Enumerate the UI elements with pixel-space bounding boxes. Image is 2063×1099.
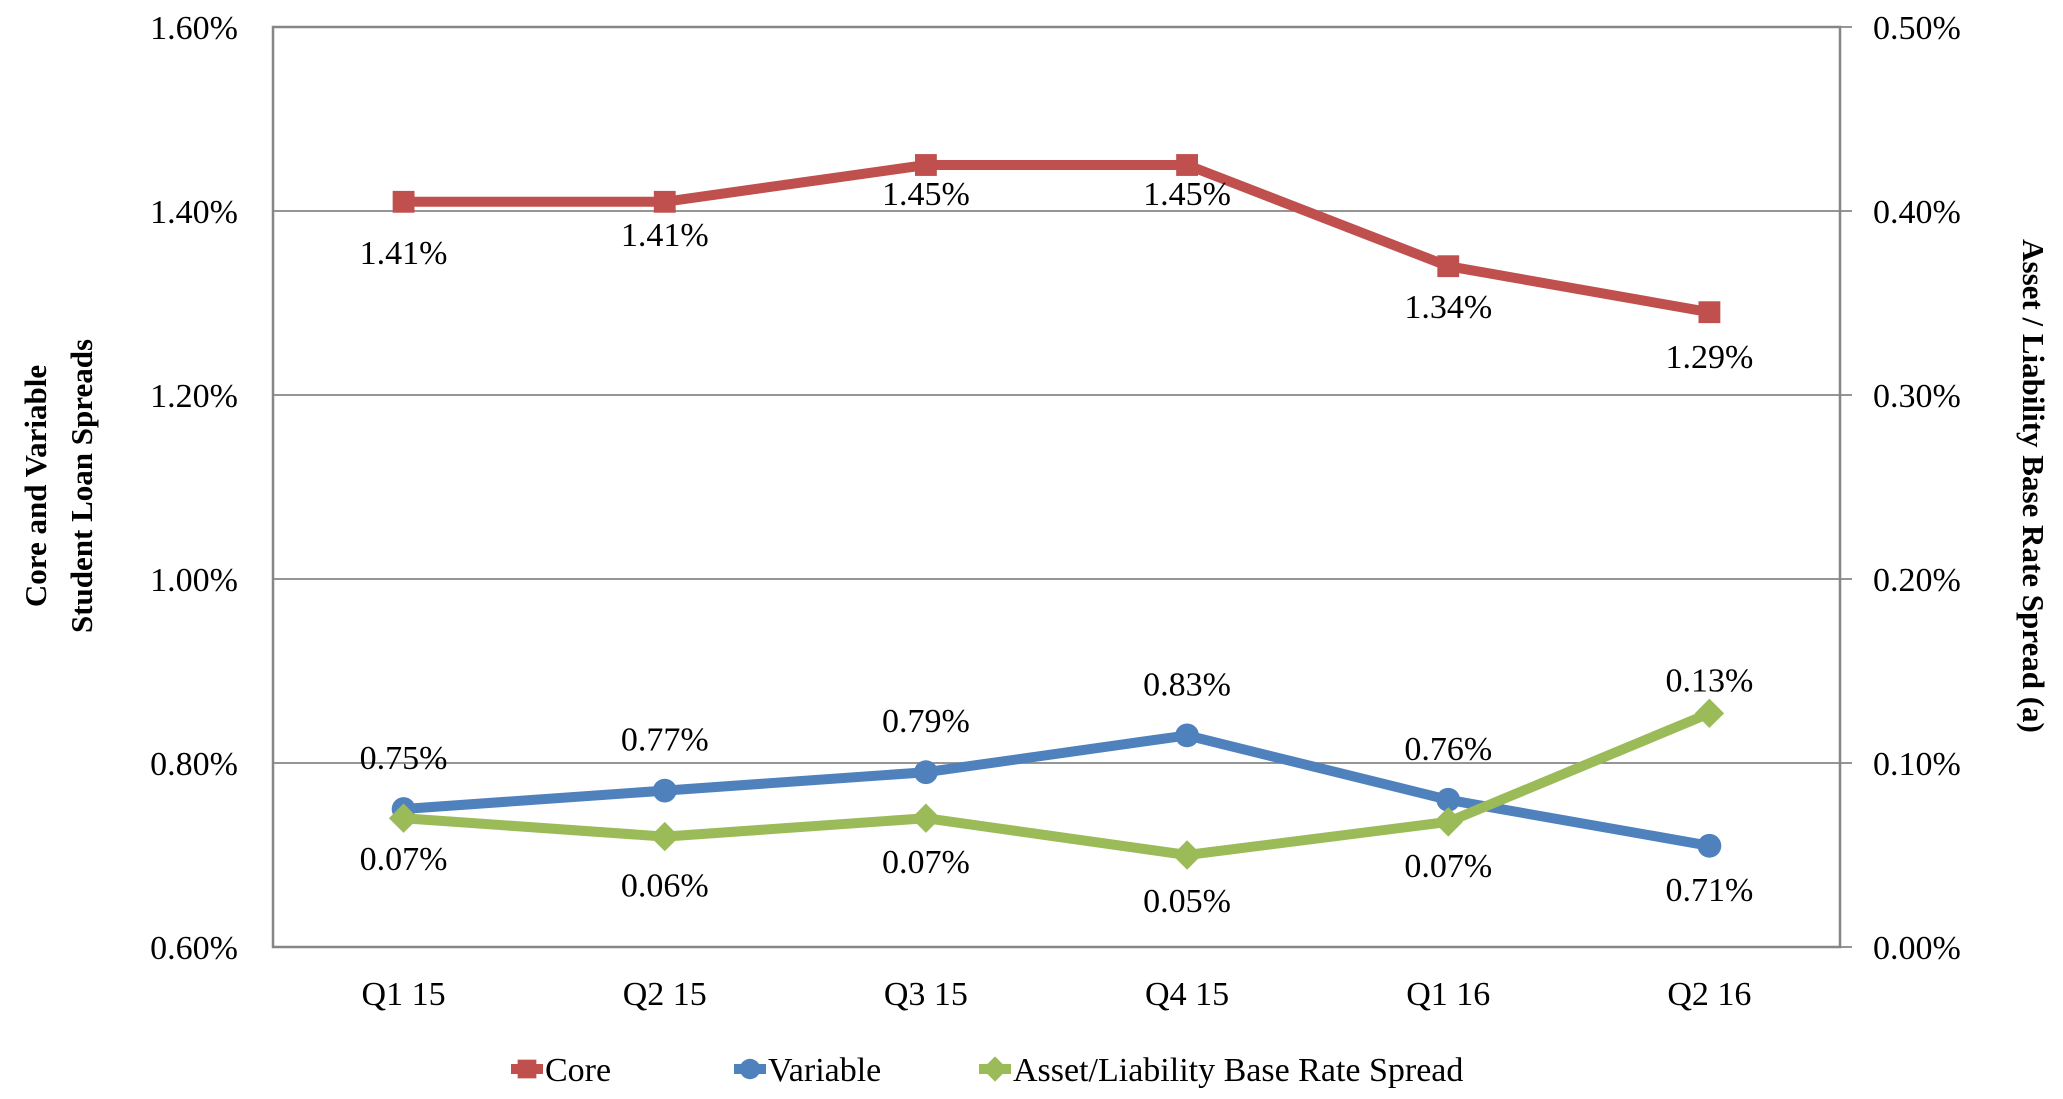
series-line (403, 708, 1712, 860)
data-point-marker (652, 778, 677, 803)
right-axis-tick-label: 0.40% (1873, 194, 1961, 231)
left-axis-title-line-2: Student Loan Spreads (64, 339, 99, 633)
data-point-marker (1697, 833, 1722, 858)
data-point-marker (653, 190, 676, 213)
data-point-marker (1175, 723, 1199, 748)
data-label: 0.83% (1143, 666, 1231, 703)
square-marker-icon (517, 1059, 537, 1079)
data-point-marker (1176, 154, 1199, 176)
legend-label: Variable (768, 1052, 881, 1089)
data-label: 0.75% (360, 740, 448, 777)
right-axis-tick-label: 0.50% (1873, 10, 1961, 47)
series-layer (388, 154, 1725, 870)
right-axis-title: Asset / Liability Base Rate Spread (a) (2016, 239, 2051, 733)
data-point-marker (1436, 787, 1461, 812)
series-asset-liability-base-rate-spread (388, 698, 1725, 870)
x-axis-ticks: Q1 15 Q2 15 Q3 15 Q4 15 Q1 16 Q2 16 (362, 976, 1752, 1013)
left-axis-title-line-1: Core and Variable (18, 365, 53, 607)
data-labels-layer: 1.41% 1.41% 1.45% 1.45% 1.34% 1.29% 0.75% 0.77%… (360, 176, 1754, 920)
data-label: 1.34% (1404, 289, 1492, 326)
legend-label: Core (545, 1052, 611, 1089)
x-axis-tick-label: Q3 15 (884, 976, 968, 1013)
legend-item[interactable]: Variable (734, 1052, 881, 1089)
data-point-marker (1698, 301, 1721, 324)
left-axis-title: Core and Variable Student Loan Spreads (18, 339, 99, 633)
left-axis-tick-label: 1.00% (150, 562, 238, 599)
series-core (392, 154, 1721, 324)
legend-item[interactable]: Core (511, 1052, 611, 1089)
data-label: 0.13% (1666, 662, 1754, 699)
data-point-marker (1433, 807, 1463, 837)
right-axis-ticks: 0.00% 0.10% 0.20% 0.30% 0.40% 0.50% (1873, 10, 1961, 967)
data-point-marker (650, 821, 680, 852)
legend: Core Variable Asset/Liability Base Rate Sp… (511, 1052, 1463, 1089)
data-point-marker (914, 760, 938, 785)
data-label: 0.06% (621, 868, 709, 905)
plot-area-frame (271, 25, 1842, 949)
data-point-marker (1172, 840, 1202, 870)
right-axis-tick-label: 0.20% (1873, 562, 1961, 599)
left-axis-tick-label: 0.60% (150, 930, 238, 967)
legend-label: Asset/Liability Base Rate Spread (1013, 1052, 1463, 1089)
data-point-marker (1694, 698, 1725, 729)
data-label: 0.07% (882, 844, 970, 881)
data-label: 0.79% (882, 703, 970, 740)
data-label: 1.41% (621, 217, 709, 254)
x-axis-tick-label: Q1 16 (1406, 976, 1490, 1013)
right-axis-tick-label: 0.10% (1873, 746, 1961, 783)
right-axis-title-text: Asset / Liability Base Rate Spread (a) (2016, 239, 2051, 733)
series-line (403, 160, 1711, 318)
data-point-marker (911, 803, 941, 833)
data-label: 0.71% (1666, 872, 1754, 909)
data-label: 0.07% (1404, 848, 1492, 885)
data-point-marker (392, 190, 415, 213)
right-axis-tick-label: 0.00% (1873, 930, 1961, 967)
left-axis-tick-label: 0.80% (150, 746, 238, 783)
data-point-marker (1437, 255, 1460, 278)
left-axis-tick-label: 1.40% (150, 194, 238, 231)
legend-item[interactable]: Asset/Liability Base Rate Spread (979, 1052, 1463, 1089)
data-label: 0.05% (1143, 883, 1231, 920)
x-axis-tick-label: Q1 15 (362, 976, 446, 1013)
left-axis-tick-label: 1.60% (150, 10, 238, 47)
circle-marker-icon (739, 1058, 761, 1080)
data-label: 0.07% (360, 841, 448, 878)
data-point-marker (388, 803, 419, 833)
data-label: 1.45% (1143, 176, 1231, 213)
x-axis-tick-label: Q4 15 (1145, 976, 1229, 1013)
left-axis-ticks: 0.60% 0.80% 1.00% 1.20% 1.40% 1.60% (150, 10, 238, 967)
left-axis-tick-label: 1.20% (150, 378, 238, 415)
data-point-marker (914, 154, 937, 176)
data-label: 1.41% (360, 235, 448, 272)
diamond-marker-icon (982, 1056, 1008, 1082)
right-axis-tick-label: 0.30% (1873, 378, 1961, 415)
x-axis-tick-label: Q2 16 (1667, 976, 1751, 1013)
data-label: 1.45% (882, 176, 970, 213)
data-label: 0.77% (621, 722, 709, 759)
data-label: 1.29% (1666, 339, 1754, 376)
data-label: 0.76% (1404, 731, 1492, 768)
x-axis-tick-label: Q2 15 (623, 976, 707, 1013)
